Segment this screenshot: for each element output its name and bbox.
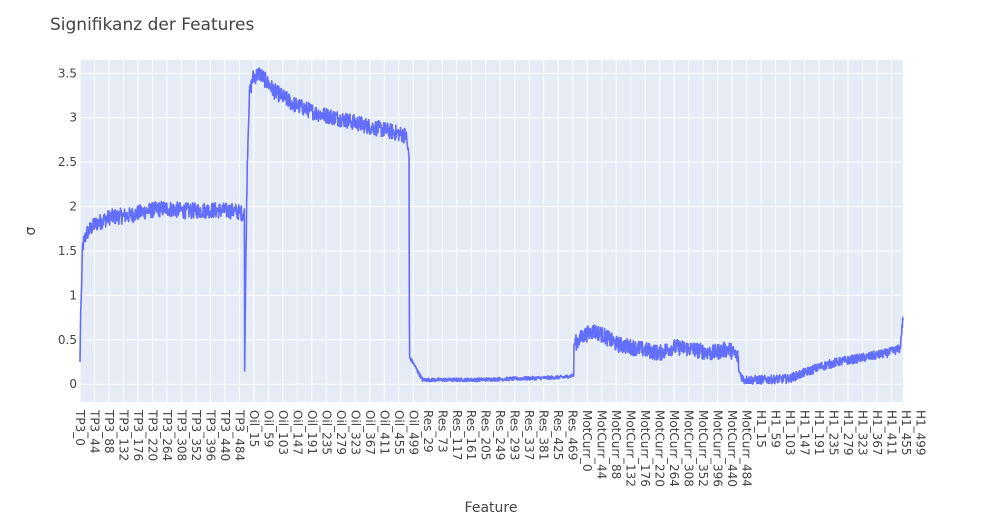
x-tick-label: Res_425 <box>551 410 565 460</box>
x-tick-label: MotCurr_308 <box>682 410 696 487</box>
x-tick-label: Oil_147 <box>290 410 304 455</box>
x-tick-label: H1_367 <box>870 410 884 456</box>
x-tick-label: TP3_0 <box>73 409 87 446</box>
x-tick-label: TP3_44 <box>87 409 101 453</box>
x-tick-label: MotCurr_44 <box>595 410 609 479</box>
x-tick-label: H1_59 <box>769 410 783 448</box>
y-axis-ticks: 0 0.5 1 1.5 2 2.5 3 3.5 <box>58 66 77 391</box>
y-tick-label: 2.5 <box>58 155 77 169</box>
y-axis-label: σ <box>23 226 39 235</box>
y-tick-label: 0.5 <box>58 333 77 347</box>
x-tick-label: MotCurr_264 <box>667 410 681 487</box>
x-tick-label: MotCurr_0 <box>580 410 594 472</box>
x-tick-label: TP3_132 <box>116 409 130 461</box>
x-axis-ticks: TP3_0 TP3_44 TP3_88 TP3_132 TP3_176 TP3_220 TP… <box>73 409 927 487</box>
x-tick-label: TP3_308 <box>174 409 188 461</box>
x-tick-label: TP3_220 <box>145 409 159 461</box>
x-tick-label: H1_455 <box>899 410 913 456</box>
plot-area <box>80 60 903 402</box>
x-tick-label: H1_279 <box>841 410 855 456</box>
x-tick-label: H1_191 <box>812 410 826 456</box>
x-tick-label: H1_235 <box>827 410 841 456</box>
x-tick-label: Res_73 <box>435 410 449 453</box>
x-tick-label: MotCurr_132 <box>624 410 638 487</box>
x-tick-label: TP3_352 <box>189 409 203 461</box>
y-tick-label: 1.5 <box>58 244 77 258</box>
x-tick-label: H1_411 <box>884 410 898 456</box>
y-tick-label: 0 <box>69 377 77 391</box>
x-tick-label: MotCurr_484 <box>740 410 754 487</box>
x-tick-label: Oil_191 <box>305 410 319 455</box>
x-tick-label: H1_103 <box>783 410 797 456</box>
x-tick-label: Res_29 <box>421 410 435 453</box>
x-tick-label: Oil_235 <box>319 410 333 455</box>
x-tick-label: TP3_176 <box>131 409 145 461</box>
x-tick-label: H1_147 <box>798 410 812 456</box>
x-tick-label: Res_469 <box>566 410 580 460</box>
x-tick-label: H1_323 <box>855 410 869 456</box>
x-tick-label: Oil_411 <box>377 410 391 455</box>
x-tick-label: Oil_323 <box>348 410 362 455</box>
series-group <box>79 67 904 385</box>
x-tick-label: Res_205 <box>479 410 493 460</box>
x-tick-label: MotCurr_440 <box>725 410 739 487</box>
x-tick-label: Res_249 <box>493 410 507 460</box>
x-tick-label: TP3_440 <box>218 409 232 461</box>
x-tick-label: Oil_279 <box>334 410 348 455</box>
y-tick-label: 1 <box>69 288 77 302</box>
x-tick-label: MotCurr_220 <box>653 410 667 487</box>
x-tick-label: Res_381 <box>537 410 551 460</box>
y-tick-label: 2 <box>69 200 77 214</box>
chart-title: Signifikanz der Features <box>50 15 254 35</box>
x-tick-label: TP3_396 <box>203 409 217 461</box>
x-tick-label: Res_161 <box>464 410 478 460</box>
y-tick-label: 3.5 <box>58 66 77 80</box>
x-tick-label: Oil_15 <box>247 410 261 447</box>
x-tick-label: MotCurr_88 <box>609 410 623 479</box>
x-tick-label: TP3_88 <box>102 409 116 453</box>
x-tick-label: Oil_455 <box>392 410 406 455</box>
series-line <box>79 67 904 385</box>
x-tick-label: Res_337 <box>522 410 536 460</box>
x-tick-label: Oil_367 <box>363 410 377 455</box>
x-axis-label: Feature <box>465 500 518 516</box>
x-tick-label: MotCurr_176 <box>638 410 652 487</box>
x-tick-label: Oil_59 <box>261 410 275 447</box>
x-tick-label: H1_15 <box>754 410 768 448</box>
x-tick-label: Res_293 <box>508 410 522 460</box>
x-tick-label: H1_499 <box>913 410 927 456</box>
x-tick-label: Oil_499 <box>406 410 420 455</box>
y-tick-label: 3 <box>69 111 77 125</box>
x-tick-label: MotCurr_352 <box>696 410 710 487</box>
x-tick-label: MotCurr_396 <box>711 410 725 487</box>
x-tick-label: Oil_103 <box>276 410 290 455</box>
x-tick-label: TP3_264 <box>160 409 174 461</box>
x-tick-label: TP3_484 <box>232 409 246 461</box>
x-tick-label: Res_117 <box>450 410 464 460</box>
